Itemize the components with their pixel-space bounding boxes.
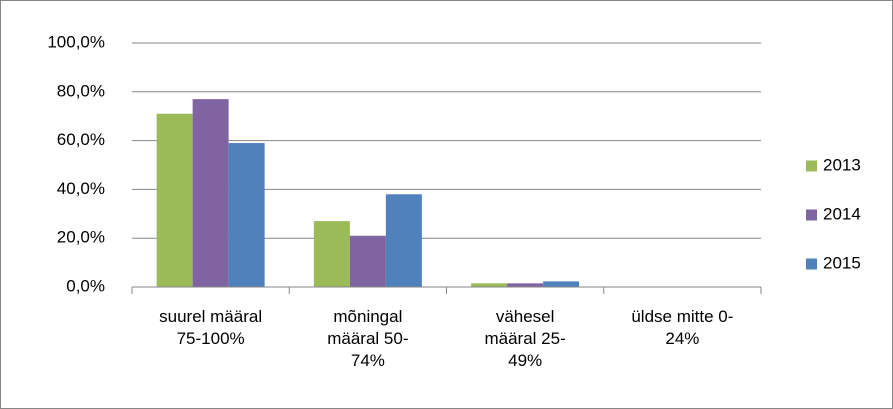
bar (192, 99, 229, 288)
x-tick-label: üldse mitte 0-24% (631, 307, 734, 348)
legend-swatch (806, 209, 817, 221)
x-tick-label: vähesel määral 25-49% (484, 307, 566, 370)
x-tick-label: mõningal määral 50-74% (327, 307, 409, 370)
bar (471, 283, 508, 287)
y-tick-label: 60,0% (57, 130, 105, 149)
bar (543, 281, 580, 287)
bar (349, 235, 386, 287)
bar (507, 283, 544, 287)
bar (313, 221, 350, 287)
bar (228, 143, 265, 287)
y-tick-label: 80,0% (57, 81, 105, 100)
legend-label: 2014 (823, 204, 861, 223)
y-tick-label: 40,0% (57, 179, 105, 198)
legend-swatch (806, 258, 817, 270)
bar (156, 113, 193, 287)
y-tick-label: 100,0% (47, 32, 105, 51)
legend-label: 2015 (823, 253, 861, 272)
legend-label: 2013 (823, 155, 861, 174)
bar (385, 194, 422, 287)
y-tick-label: 20,0% (57, 228, 105, 247)
legend-swatch (806, 160, 817, 172)
y-tick-label: 0,0% (66, 276, 105, 295)
x-tick-label: suurel määral 75-100% (159, 307, 263, 348)
